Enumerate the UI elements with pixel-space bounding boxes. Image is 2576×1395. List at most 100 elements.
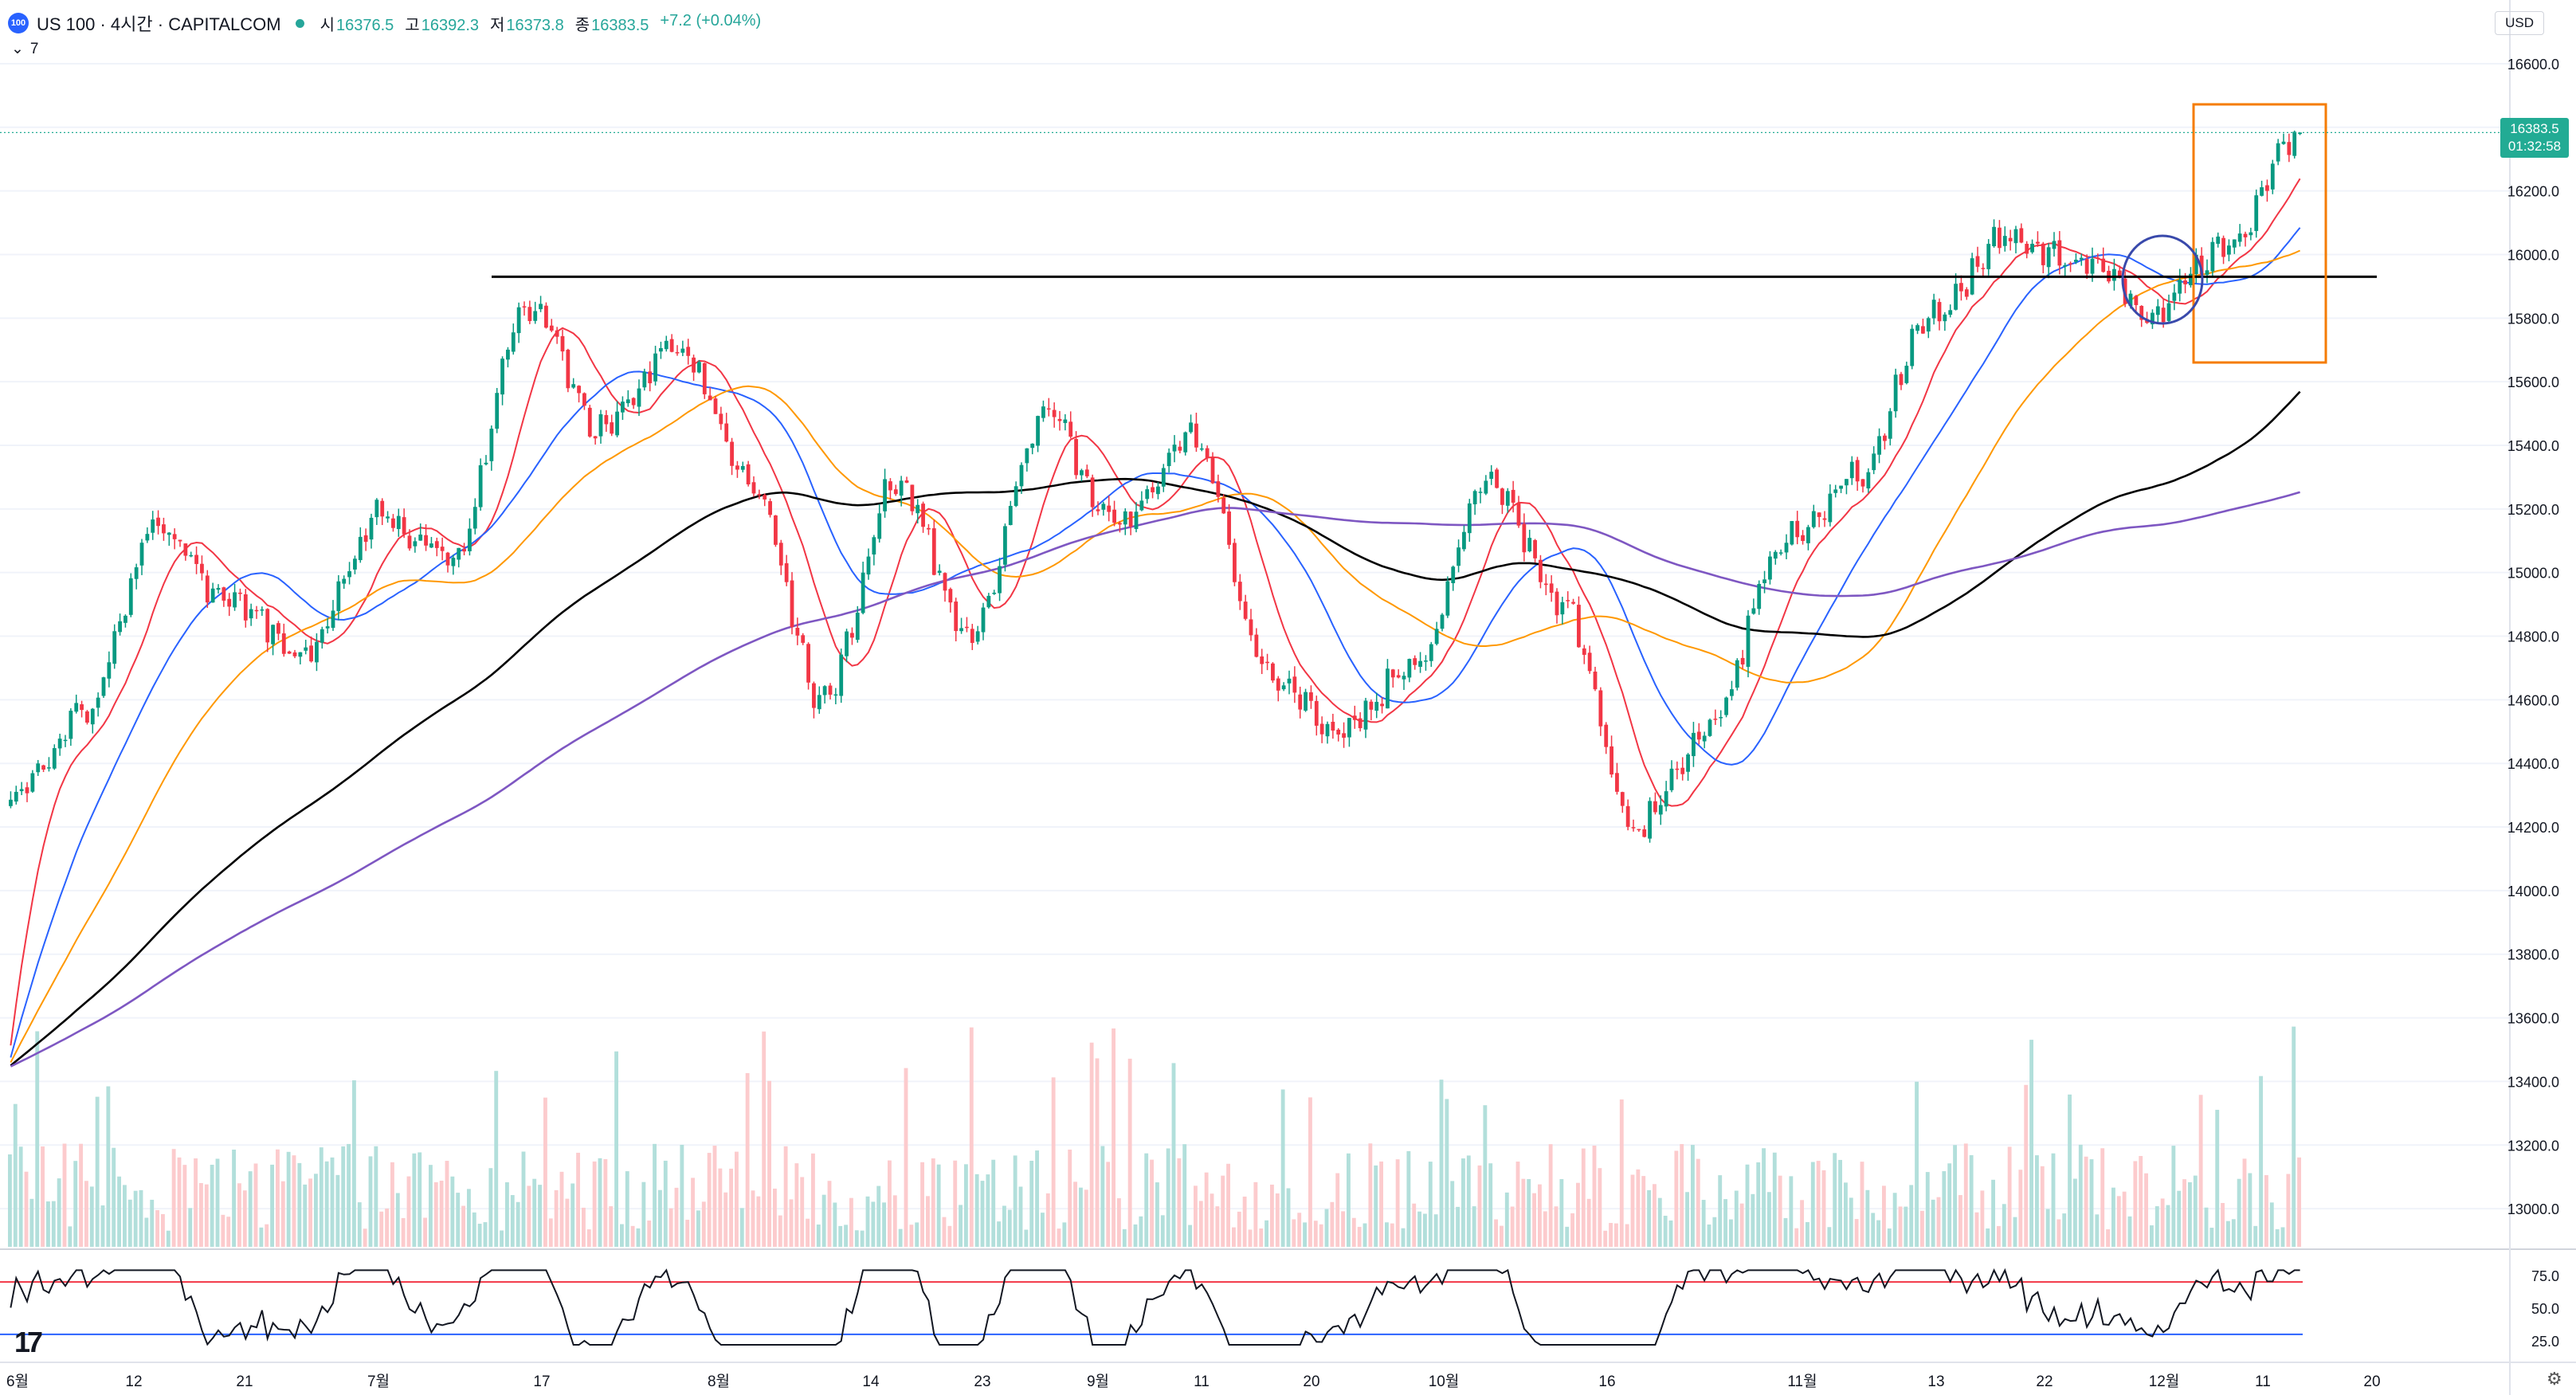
candle-body (1205, 448, 1210, 458)
gear-icon[interactable]: ⚙ (2547, 1369, 2562, 1389)
candle-body (1604, 724, 1609, 747)
volume-bar (1089, 1042, 1094, 1247)
candle-body (156, 517, 160, 527)
volume-bar (691, 1178, 695, 1247)
candle-body (1648, 801, 1652, 839)
candle-body (1620, 792, 1625, 806)
volume-bar (1800, 1200, 1804, 1247)
candle-body (1943, 314, 1947, 322)
volume-bar (2127, 1216, 2132, 1247)
candle-body (90, 708, 95, 725)
candle-body (2013, 229, 2018, 244)
candle-body (1877, 436, 1881, 455)
time-tick-label: 21 (236, 1373, 253, 1390)
price-tick-label: 15000.0 (2507, 566, 2559, 582)
symbol-logo-icon: 100 (8, 13, 29, 33)
volume-bar (1319, 1224, 1323, 1247)
candle-body (1910, 328, 1915, 366)
candle-body (30, 773, 35, 792)
volume-bar (1554, 1206, 1559, 1247)
candle-body (2254, 195, 2259, 231)
volume-bar (931, 1158, 935, 1247)
candle-body (1822, 518, 1827, 520)
currency-button[interactable]: USD (2495, 11, 2544, 35)
volume-bar (800, 1177, 805, 1247)
candle-body (888, 481, 892, 491)
price-axis[interactable]: 16600.016400.016200.016000.015800.015600… (2507, 57, 2559, 1350)
volume-bar (1641, 1176, 1646, 1247)
volume-bar (1586, 1198, 1591, 1247)
candle-body (571, 384, 576, 388)
candle-body (692, 357, 696, 373)
volume-bar (1483, 1105, 1488, 1247)
volume-bar (1806, 1221, 1809, 1247)
volume-bar (1510, 1206, 1515, 1247)
volume-bar (24, 1171, 29, 1247)
volume-bar (701, 1201, 706, 1247)
volume-bar (1297, 1213, 1302, 1247)
volume-bar (2122, 1191, 2127, 1247)
volume-bar (1729, 1219, 1733, 1247)
volume-bar (286, 1151, 291, 1247)
candle-body (2068, 263, 2072, 265)
drawing-overlays[interactable] (0, 103, 2510, 364)
volume-bar (488, 1168, 493, 1247)
volume-bar (95, 1096, 100, 1247)
candle-body (1156, 486, 1160, 495)
volume-bar (986, 1174, 990, 1247)
tradingview-logo[interactable]: 17 (14, 1326, 43, 1358)
candle-body (817, 695, 821, 710)
price-tick-label: 14200.0 (2507, 820, 2559, 836)
candle-body (1692, 732, 1696, 757)
volume-bar (1718, 1175, 1723, 1247)
candle-body (457, 547, 461, 560)
candle-body (1664, 791, 1668, 807)
candle-body (2281, 141, 2286, 144)
volume-bar (1581, 1148, 1586, 1247)
volume-bar (1018, 1186, 1023, 1247)
volume-bar (1013, 1155, 1017, 1247)
candle-body (610, 422, 614, 434)
volume-bar (1619, 1099, 1624, 1247)
volume-bar (1423, 1213, 1427, 1247)
candle-body (850, 633, 854, 638)
candle-body (1735, 660, 1739, 688)
candle-body (353, 558, 357, 570)
candle-body (1790, 520, 1794, 545)
volume-bar (904, 1068, 908, 1247)
candle-body (1533, 539, 1537, 558)
volume-bar (1833, 1153, 1837, 1247)
volume-bar (242, 1190, 247, 1247)
volume-bar (2040, 1166, 2045, 1247)
indicators-toggle[interactable]: ⌄ 7 (11, 40, 39, 58)
moving-average-line (10, 178, 2301, 1046)
volume-bar (352, 1080, 356, 1247)
candle-body (2232, 239, 2237, 248)
candle-body (1166, 453, 1171, 467)
volume-bar (630, 1225, 635, 1247)
time-axis[interactable]: 6월 12 21 7월 17 8월 14 23 9월 11 20 10월 16 11월 13 22 12월 11 2… (6, 1373, 2381, 1390)
candle-body (1686, 754, 1690, 772)
symbol-title[interactable]: US 100 · 4시간 · CAPITALCOM (37, 14, 281, 34)
volume-bar (1133, 1224, 1138, 1247)
candle-body (1543, 583, 1548, 586)
candle-body (2237, 233, 2242, 242)
candle-body (648, 371, 653, 384)
candle-body (292, 652, 297, 656)
symbol-header[interactable]: 100 US 100 · 4시간 · CAPITALCOM 시 16376.5 고… (8, 10, 761, 37)
time-tick-label: 20 (1303, 1373, 1319, 1390)
volume-bar (2160, 1198, 2165, 1247)
volume-bar (871, 1201, 876, 1247)
volume-bar (1527, 1178, 1531, 1247)
candle-body (702, 362, 707, 394)
volume-bar (2062, 1213, 2067, 1247)
candle-body (533, 311, 538, 321)
candle-body (478, 465, 483, 507)
volume-bar (1150, 1159, 1154, 1247)
volume-bar (1198, 1201, 1203, 1247)
candle-body (2063, 265, 2068, 267)
volume-bar (669, 1208, 673, 1247)
volume-bar (68, 1226, 73, 1247)
volume-bar (1390, 1223, 1394, 1247)
